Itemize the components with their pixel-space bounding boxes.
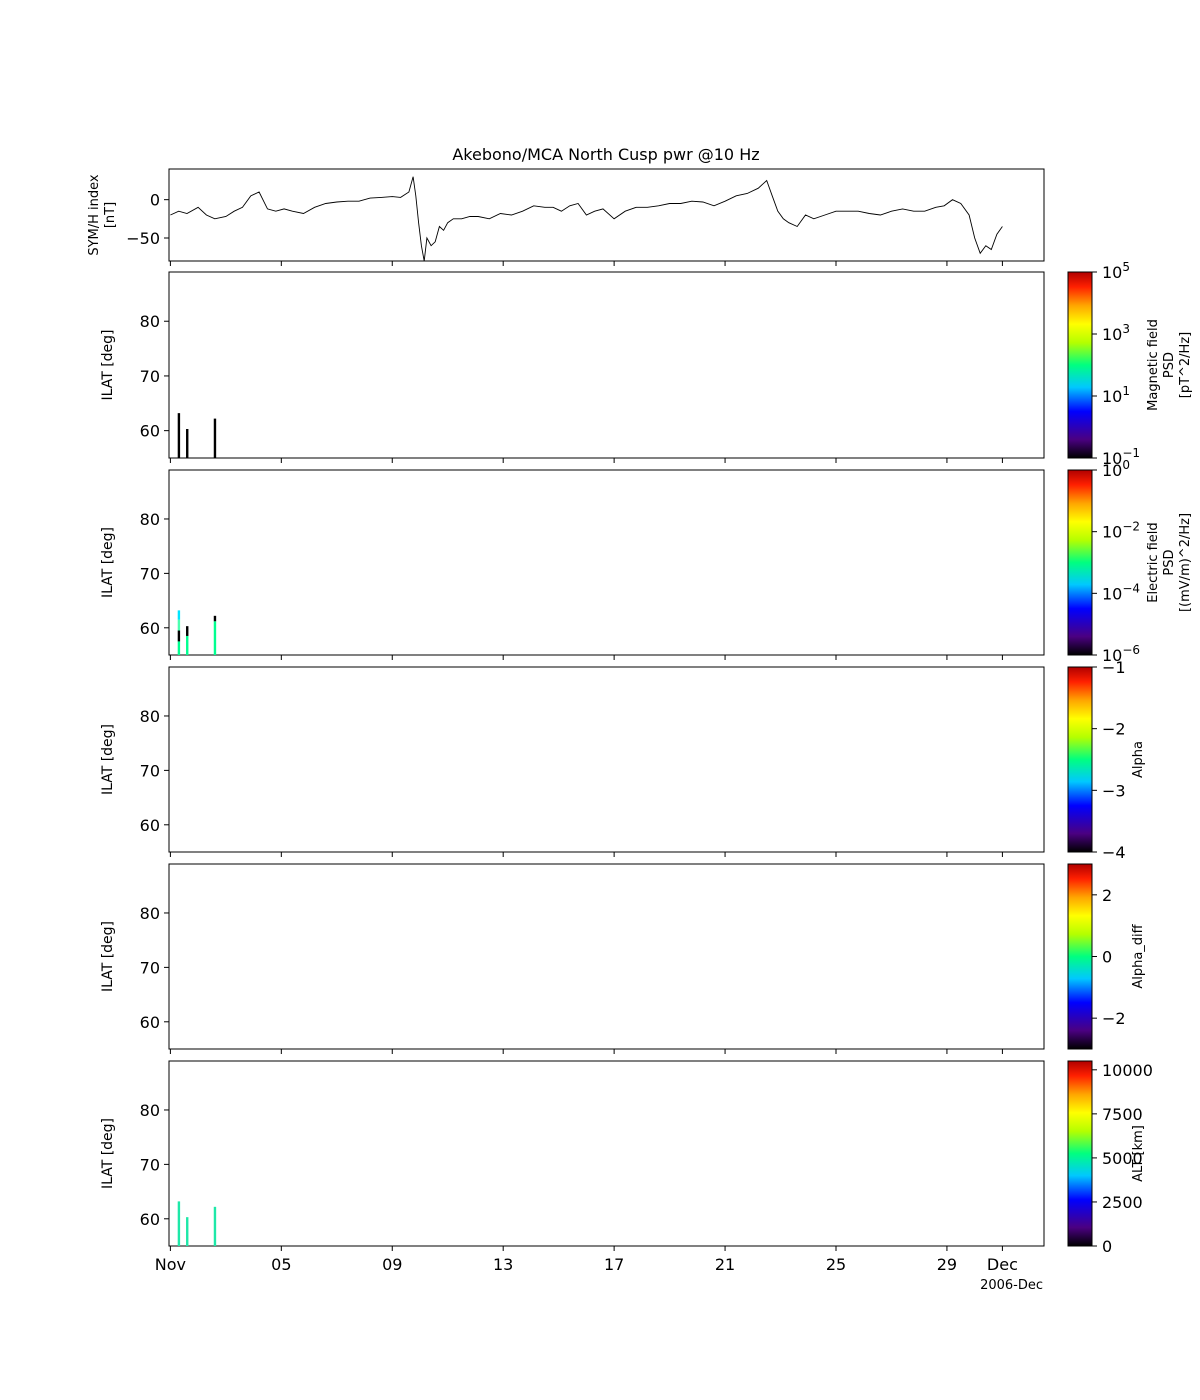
colorbar-tick-label: −2 <box>1102 1009 1126 1028</box>
y-tick-label: 0 <box>150 191 160 210</box>
data-bar <box>213 1206 217 1246</box>
colorbar-label: Alpha <box>1131 741 1146 778</box>
data-bar <box>177 619 181 631</box>
colorbar-epsd <box>1067 469 1093 656</box>
data-bar <box>186 626 189 636</box>
data-bar <box>213 615 217 622</box>
panel-bpsd: 80 70 60 ILAT [deg] Magnetic field PSD [pT^2/H… <box>100 271 1193 463</box>
colorbar-label-line: [pT^2/Hz] <box>1178 332 1193 398</box>
colorbar-tick-label: 5000 <box>1102 1149 1143 1168</box>
colorbar-tick-label: 0 <box>1102 1237 1112 1256</box>
y-axis-label: ILAT [deg] <box>100 921 116 992</box>
colorbar-label-line: PSD <box>1162 549 1177 575</box>
panel-frame <box>168 271 1045 459</box>
colorbar-tick-label: 103 <box>1102 322 1130 344</box>
data-bar <box>213 418 217 458</box>
panel-symh: 0 −50 SYM/H index [nT] <box>87 168 1045 266</box>
x-tick-label: Dec <box>987 1255 1018 1274</box>
y-tick-label: 60 <box>140 816 160 835</box>
y-tick-label: 60 <box>140 1210 160 1229</box>
x-tick-label: Nov <box>155 1255 186 1274</box>
y-tick-label: 60 <box>140 619 160 638</box>
x-tick-label: 17 <box>604 1255 624 1274</box>
colorbar-tick-label: −2 <box>1102 720 1126 739</box>
y-tick-label: 60 <box>140 1013 160 1032</box>
colorbar-tick-label: 2500 <box>1102 1193 1143 1212</box>
y-tick-label: 80 <box>140 510 160 529</box>
colorbar-label-line: PSD <box>1162 352 1177 378</box>
data-bar <box>186 429 189 458</box>
colorbar-label-line: Magnetic field <box>1146 319 1161 411</box>
x-tick-label: 29 <box>937 1255 957 1274</box>
colorbar-tick-label: 105 <box>1102 260 1130 282</box>
panel-frame <box>168 1060 1045 1247</box>
series-line-symh <box>170 176 1003 262</box>
colorbar-tick-label: 10−6 <box>1102 643 1140 665</box>
data-bar <box>177 610 181 620</box>
panel-alt: 80 70 60 ILAT [deg] 10000 7500 5000 2500 0 ALT [k… <box>100 1060 1153 1256</box>
chart-title: Akebono/MCA North Cusp pwr @10 Hz <box>452 145 759 164</box>
data-bar <box>177 413 181 458</box>
y-axis-label: ILAT [deg] <box>100 1118 116 1189</box>
panel-frame <box>168 168 1045 262</box>
colorbar-bpsd <box>1067 271 1093 459</box>
colorbar-tick-label: −4 <box>1102 843 1126 862</box>
colorbar-label-line: [(mV/m)^2/Hz] <box>1178 513 1193 612</box>
x-tick-label: 13 <box>493 1255 513 1274</box>
panel-alpha_diff: 80 70 60 ILAT [deg] 2 0 −2 Alpha_diff <box>100 863 1146 1054</box>
colorbar-tick-label: 10−1 <box>1102 446 1140 468</box>
panel-frame <box>168 666 1045 853</box>
data-bar <box>177 630 181 642</box>
panel-frame <box>168 469 1045 656</box>
colorbar-tick-label: 101 <box>1102 384 1130 406</box>
y-axis-label-unit: [nT] <box>103 202 118 228</box>
panel-epsd: 80 70 60 ILAT [deg] Electric field PSD [(mV/m)… <box>100 469 1193 660</box>
x-tick-label: 21 <box>715 1255 735 1274</box>
data-bar <box>213 621 217 655</box>
y-axis-label: ILAT [deg] <box>100 329 116 400</box>
y-tick-label: 70 <box>140 564 160 583</box>
y-axis-label: ILAT [deg] <box>100 527 116 598</box>
colorbar-label: Alpha_diff <box>1131 923 1146 988</box>
y-tick-label: 80 <box>140 1101 160 1120</box>
x-tick-label: 09 <box>382 1255 402 1274</box>
colorbar-tick-label: 7500 <box>1102 1105 1143 1124</box>
y-tick-label: −50 <box>126 229 160 248</box>
y-tick-label: 70 <box>140 761 160 780</box>
colorbar-tick-label: 10−2 <box>1102 520 1140 542</box>
colorbar-tick-label: −1 <box>1102 658 1126 677</box>
y-tick-label: 80 <box>140 707 160 726</box>
y-tick-label: 70 <box>140 1155 160 1174</box>
panels: 0 −50 SYM/H index [nT] 80 70 60 ILAT [deg] Magne… <box>87 168 1193 1274</box>
colorbar-tick-label: 10000 <box>1102 1061 1153 1080</box>
data-bar <box>177 1201 181 1246</box>
y-tick-label: 60 <box>140 422 160 441</box>
y-tick-label: 70 <box>140 367 160 386</box>
x-tick-label: 05 <box>271 1255 291 1274</box>
y-tick-label: 80 <box>140 904 160 923</box>
colorbar-tick-label: 100 <box>1102 458 1130 480</box>
colorbar-tick-label: 0 <box>1102 948 1112 967</box>
colorbar-label: ALT [km] <box>1131 1125 1146 1182</box>
colorbar-alt <box>1067 1060 1093 1247</box>
data-bar <box>186 1217 189 1246</box>
colorbar-alpha_diff <box>1067 863 1093 1050</box>
y-axis-label: ILAT [deg] <box>100 724 116 795</box>
panel-alpha: 80 70 60 ILAT [deg] −1 −2 −3 −4 Alpha <box>100 658 1146 862</box>
x-offset-label: 2006-Dec <box>980 1278 1043 1293</box>
panel-frame <box>168 863 1045 1050</box>
y-tick-label: 80 <box>140 312 160 331</box>
data-bar <box>177 641 181 655</box>
colorbar-label-line: Electric field <box>1146 522 1161 602</box>
colorbar-tick-label: −3 <box>1102 781 1126 800</box>
y-axis-label: SYM/H index <box>87 174 102 256</box>
colorbar-tick-label: 2 <box>1102 886 1112 905</box>
colorbar-alpha <box>1067 666 1093 853</box>
data-bar <box>186 635 189 655</box>
colorbar-tick-label: 10−4 <box>1102 581 1140 603</box>
y-tick-label: 70 <box>140 958 160 977</box>
x-tick-label: 25 <box>826 1255 846 1274</box>
